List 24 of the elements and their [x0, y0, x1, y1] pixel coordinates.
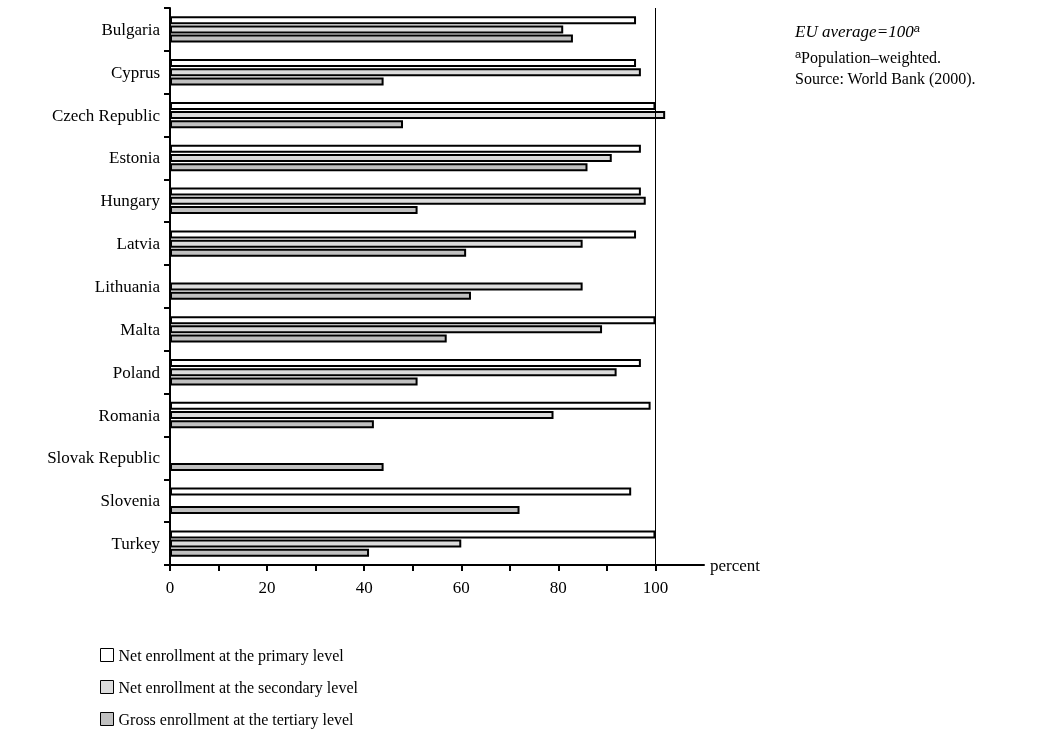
x-tick-label: 100	[642, 578, 669, 597]
x-axis-title: percent	[710, 555, 761, 575]
y-tick-label: Malta	[120, 319, 161, 339]
x-tick-label: 60	[452, 578, 470, 597]
legend-label: Gross enrollment at the tertiary level	[118, 710, 355, 729]
y-tick-label: Slovak Republic	[47, 448, 161, 468]
y-tick-label: Bulgaria	[101, 19, 161, 39]
y-tick-label: Poland	[112, 362, 161, 382]
y-tick-label: Hungary	[100, 191, 161, 211]
y-tick-label: Estonia	[109, 148, 161, 168]
y-tick-label: Czech Republic	[51, 105, 161, 125]
y-tick-label: Latvia	[116, 234, 161, 254]
source-note: Source: World Bank (2000).	[795, 69, 976, 88]
legend-label: Net enrollment at the primary level	[118, 646, 345, 665]
x-tick-label: 20	[258, 578, 276, 597]
x-tick-label: 80	[549, 578, 567, 597]
y-tick-label: Cyprus	[110, 62, 160, 82]
y-tick-label: Lithuania	[94, 277, 161, 296]
y-tick-label: Romania	[98, 405, 161, 425]
legend-label: Net enrollment at the secondary level	[118, 678, 359, 697]
x-tick-label: 40	[355, 578, 373, 597]
x-tick-label: 0	[165, 578, 175, 597]
y-tick-label: Slovenia	[100, 491, 161, 511]
y-tick-label: Turkey	[111, 534, 161, 554]
